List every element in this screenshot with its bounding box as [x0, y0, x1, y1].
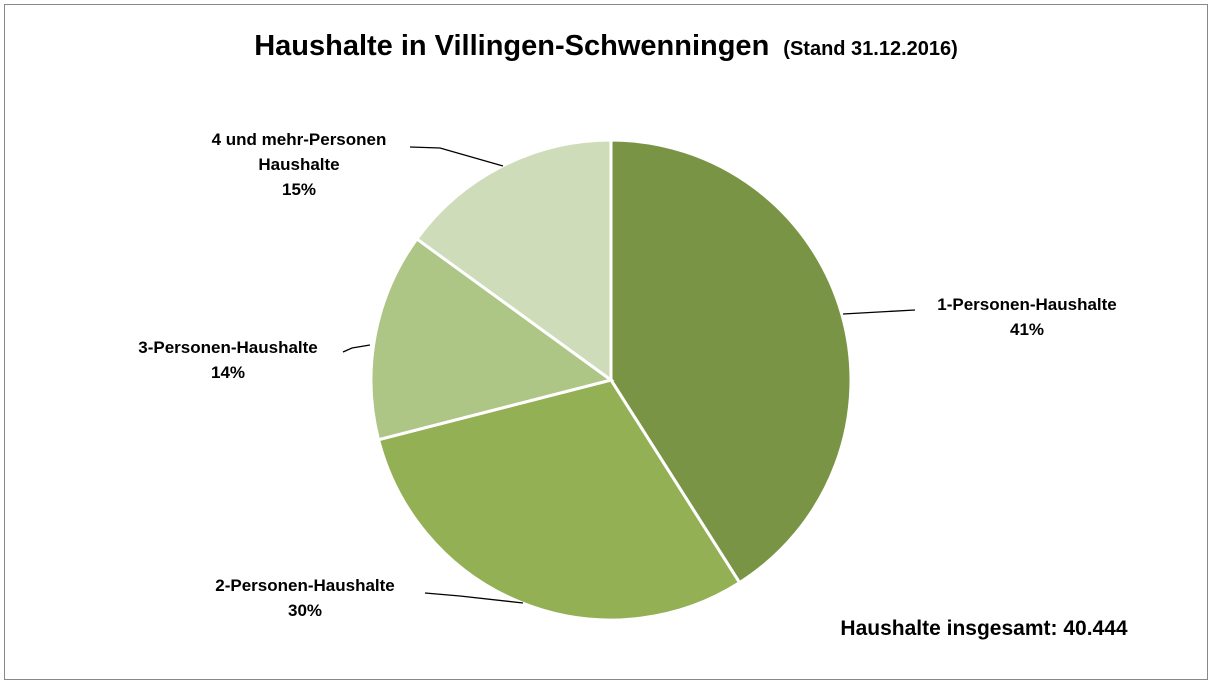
category-label: 3-Personen-Haushalte [138, 338, 318, 357]
slice-label: 1-Personen-Haushalte 41% [877, 292, 1177, 342]
category-label: 1-Personen-Haushalte [937, 295, 1117, 314]
title-bar: Haushalte in Villingen-Schwenningen (Sta… [0, 30, 1212, 63]
value-label: 30% [287, 601, 323, 620]
leader-line [842, 309, 916, 315]
leader-line [424, 592, 524, 604]
pie-slice [369, 236, 615, 442]
chart-title: Haushalte in Villingen-Schwenningen [254, 30, 770, 62]
leader-line [342, 344, 371, 353]
leader-line [409, 146, 504, 167]
chart-frame [4, 4, 1208, 680]
slice-label: 4 und mehr-Personen Haushalte 15% [184, 127, 414, 202]
value-label: 14% [210, 363, 246, 382]
slice-label: 2-Personen-Haushalte 30% [155, 573, 455, 623]
slice-label: 3-Personen-Haushalte 14% [78, 335, 378, 385]
category-label: 2-Personen-Haushalte [215, 576, 395, 595]
category-label: 4 und mehr-Personen Haushalte [211, 130, 387, 174]
chart-subtitle: (Stand 31.12.2016) [783, 38, 958, 60]
value-label: 41% [1009, 320, 1045, 339]
value-label: 15% [281, 180, 317, 199]
annotation: Haushalte insgesamt: 40.444 [840, 617, 1128, 640]
slices [369, 138, 853, 622]
